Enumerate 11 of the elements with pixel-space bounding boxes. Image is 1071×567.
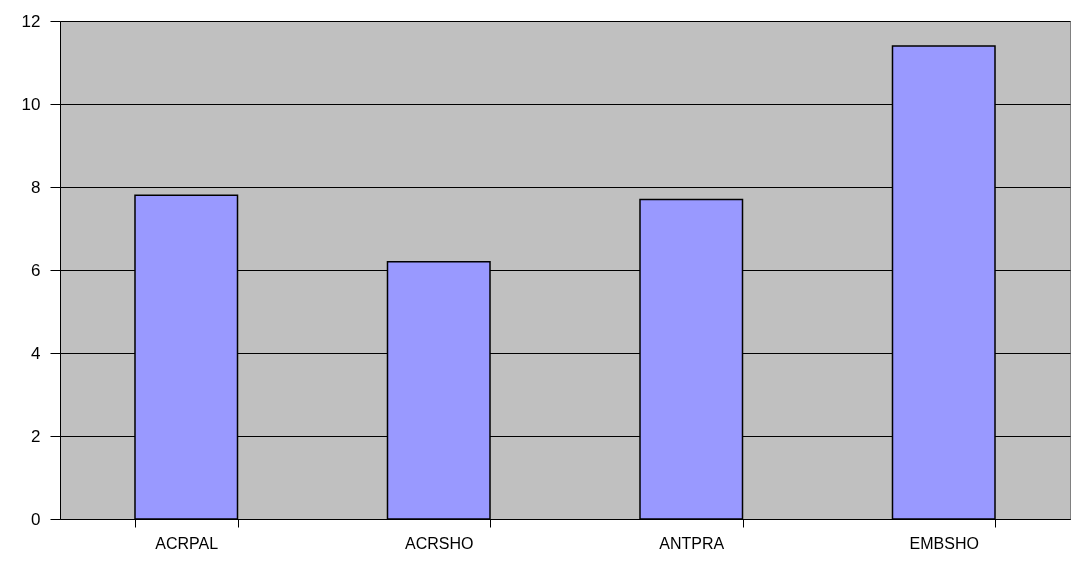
x-tick-label: EMBSHO <box>909 534 979 552</box>
y-tick-label: 12 <box>21 11 41 31</box>
x-tick-label: ANTPRA <box>659 534 725 552</box>
x-tick-label: ACRSHO <box>405 534 474 552</box>
x-tick-label: ACRPAL <box>155 534 219 552</box>
y-tick-label: 8 <box>31 177 41 197</box>
y-tick-label: 6 <box>31 260 41 280</box>
y-tick-label: 4 <box>31 343 41 363</box>
y-tick-label: 10 <box>21 94 41 114</box>
y-tick-label: 0 <box>31 509 41 529</box>
y-tick-label: 2 <box>31 426 41 446</box>
